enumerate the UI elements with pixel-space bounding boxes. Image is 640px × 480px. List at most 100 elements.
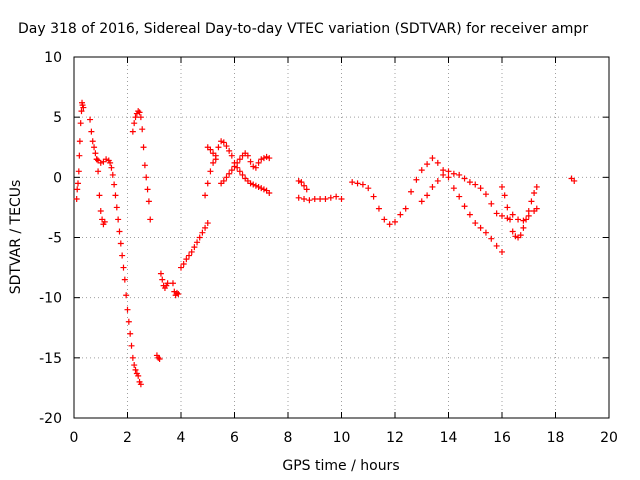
x-tick-label: 10 (333, 430, 351, 446)
data-point (493, 242, 500, 249)
data-point (212, 156, 219, 163)
series-track-C (93, 156, 144, 388)
data-point (127, 330, 134, 337)
data-point (488, 235, 495, 242)
data-point (223, 143, 230, 150)
data-point (301, 195, 308, 202)
data-point (234, 159, 241, 166)
data-point (258, 156, 265, 163)
data-point (97, 159, 104, 166)
data-point (204, 180, 211, 187)
data-point (80, 104, 87, 111)
data-point (456, 171, 463, 178)
data-point (528, 198, 535, 205)
data-point (413, 176, 420, 183)
data-point (445, 168, 452, 175)
data-point (263, 153, 270, 160)
x-tick-labels: 0 2 4 6 8 10 12 14 16 18 20 (70, 430, 618, 446)
data-point (482, 191, 489, 198)
data-point (202, 224, 209, 231)
data-point (115, 216, 122, 223)
data-point (472, 181, 479, 188)
x-tick-label: 0 (70, 430, 79, 446)
x-tick-label: 4 (177, 430, 186, 446)
data-point (477, 185, 484, 192)
data-point (477, 224, 484, 231)
x-tick-label: 16 (493, 430, 511, 446)
data-point (504, 204, 511, 211)
series-track-F (169, 220, 211, 299)
x-tick-label: 20 (600, 430, 618, 446)
axis-ticks (73, 56, 610, 419)
data-point (89, 138, 96, 145)
data-point (298, 179, 305, 186)
data-point (207, 168, 214, 175)
series-track-N (568, 175, 578, 184)
data-point (512, 233, 519, 240)
data-point (338, 195, 345, 202)
y-tick-label: 5 (53, 110, 62, 126)
data-point (139, 126, 146, 133)
data-point (93, 156, 100, 163)
data-point (386, 221, 393, 228)
data-point (525, 208, 532, 215)
data-point (370, 193, 377, 200)
data-point (429, 155, 436, 162)
data-point (381, 216, 388, 223)
data-point (482, 229, 489, 236)
data-point (103, 156, 110, 163)
data-point (223, 174, 230, 181)
data-point (375, 205, 382, 212)
series-track-B (87, 116, 108, 228)
data-point (210, 159, 217, 166)
data-point (317, 195, 324, 202)
series-track-K (349, 155, 505, 255)
data-point (531, 189, 538, 196)
data-point (445, 174, 452, 181)
data-point (359, 181, 366, 188)
data-point (129, 354, 136, 361)
data-point (180, 260, 187, 267)
data-point (147, 216, 154, 223)
data-point (365, 185, 372, 192)
y-tick-labels: 10 5 0 -5 -10 -15 -20 (39, 50, 62, 427)
data-point (113, 204, 120, 211)
data-point (108, 164, 115, 171)
data-point (204, 220, 211, 227)
data-point (175, 291, 182, 298)
series-track-H (204, 144, 273, 187)
data-point (499, 183, 505, 190)
data-point (226, 170, 233, 177)
data-point (499, 212, 505, 219)
data-point (301, 182, 308, 189)
data-point (523, 216, 530, 223)
data-point (255, 159, 262, 166)
data-point (171, 288, 178, 295)
data-point (250, 181, 257, 188)
data-point (169, 280, 176, 287)
data-point (112, 192, 119, 199)
data-point (418, 167, 425, 174)
data-point (101, 218, 108, 225)
data-point (349, 179, 356, 186)
data-point (429, 183, 436, 190)
data-point (111, 181, 118, 188)
data-point (515, 216, 522, 223)
data-point (194, 239, 201, 246)
data-point (303, 186, 310, 193)
data-point (450, 170, 457, 177)
data-point (408, 188, 415, 195)
data-point (266, 189, 273, 196)
data-point (159, 276, 166, 283)
y-tick-label: 0 (53, 170, 62, 186)
data-point (306, 197, 313, 204)
chart-title: Day 318 of 2016, Sidereal Day-to-day VTE… (18, 21, 588, 37)
data-point (236, 168, 243, 175)
y-tick-label: -15 (39, 351, 62, 367)
data-point (76, 152, 83, 159)
data-point (571, 177, 578, 184)
series-track-J (295, 193, 345, 204)
data-point (295, 177, 302, 184)
data-point (75, 168, 82, 175)
